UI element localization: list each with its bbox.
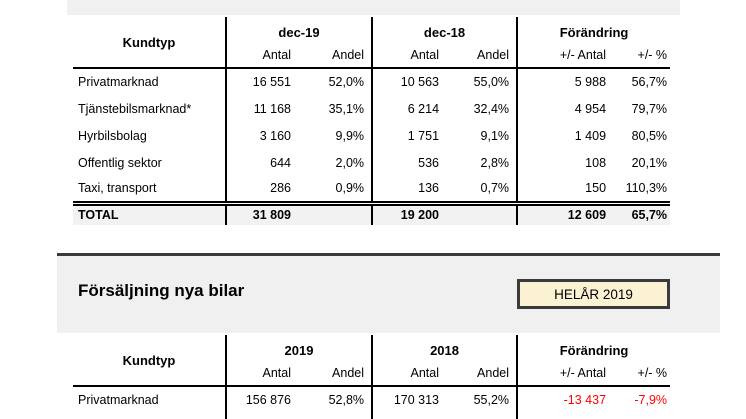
change-pct-value: 20,1% bbox=[631, 155, 668, 170]
antal-previous-value: 170 313 bbox=[371, 386, 447, 413]
andel-previous-value: 0,7% bbox=[480, 181, 510, 196]
sub-header-row: Antal Andel Antal Andel +/- Antal +/- % bbox=[73, 361, 671, 387]
total-change-antal: 12 609 bbox=[516, 200, 614, 225]
andel-previous-value: 9,1% bbox=[480, 128, 510, 143]
total-andel-current bbox=[298, 200, 373, 225]
change-pct-subheader: +/- % bbox=[613, 43, 671, 69]
kundtyp-header: Kundtyp bbox=[73, 17, 226, 69]
yearly-sales-table: Kundtyp 2019 2018 Förändring Antal Andel… bbox=[73, 335, 671, 419]
andel-previous-value: 55,2% bbox=[473, 393, 510, 407]
antal-previous-value: 136 bbox=[371, 176, 447, 203]
table-row: Taxi, transport 286 0,9% 136 0,7% 150 11… bbox=[73, 176, 670, 203]
sub-header-row: Antal Andel Antal Andel +/- Antal +/- % bbox=[73, 43, 671, 69]
change-antal-subheader: +/- Antal bbox=[516, 43, 614, 69]
change-pct-value: 80,5% bbox=[631, 128, 668, 143]
andel-subheader: Andel bbox=[446, 43, 518, 69]
period-previous-header: dec-18 bbox=[371, 17, 518, 43]
change-pct-value: 79,7% bbox=[631, 101, 668, 116]
monthly-sales-table: Kundtyp dec-19 dec-18 Förändring Antal A… bbox=[73, 17, 671, 225]
antal-current-value: 286 bbox=[225, 176, 298, 203]
change-header: Förändring bbox=[516, 17, 671, 43]
change-pct-value: -7,9% bbox=[634, 393, 668, 407]
antal-subheader: Antal bbox=[225, 361, 298, 387]
antal-previous-value: 1 751 bbox=[371, 122, 447, 149]
antal-subheader: Antal bbox=[225, 43, 298, 69]
andel-previous-value: 32,4% bbox=[473, 101, 510, 116]
row-label: Privatmarknad bbox=[78, 75, 159, 89]
table-row: Privatmarknad 156 876 52,8% 170 313 55,2… bbox=[73, 386, 670, 413]
kundtyp-header: Kundtyp bbox=[73, 335, 226, 387]
change-header: Förändring bbox=[516, 335, 671, 361]
andel-current-value: 9,9% bbox=[335, 128, 365, 143]
total-antal-current: 31 809 bbox=[225, 200, 298, 225]
andel-subheader: Andel bbox=[298, 361, 373, 387]
change-antal-value: 4 954 bbox=[516, 95, 614, 122]
antal-previous-value: 536 bbox=[371, 149, 447, 176]
table-row: Offentlig sektor 644 2,0% 536 2,8% 108 2… bbox=[73, 149, 670, 176]
total-label: TOTAL bbox=[73, 200, 226, 225]
row-label: Taxi, transport bbox=[78, 181, 157, 196]
change-pct-value: 56,7% bbox=[631, 75, 668, 89]
table-row: Hyrbilsbolag 3 160 9,9% 1 751 9,1% 1 409… bbox=[73, 122, 670, 149]
yearly-section-panel: Försäljning nya bilar HELÅR 2019 bbox=[57, 253, 720, 333]
total-andel-previous bbox=[446, 200, 518, 225]
change-antal-value: 5 988 bbox=[516, 68, 614, 95]
antal-current-value: 16 551 bbox=[225, 68, 298, 95]
change-antal-value: 1 409 bbox=[516, 122, 614, 149]
antal-current-value: 156 876 bbox=[225, 386, 298, 413]
andel-subheader: Andel bbox=[298, 43, 373, 69]
andel-current-value: 2,0% bbox=[335, 155, 365, 170]
antal-current-value: 644 bbox=[225, 149, 298, 176]
period-badge[interactable]: HELÅR 2019 bbox=[517, 279, 670, 309]
table-row: Tjänstebilsmarknad* 11 168 35,1% 6 214 3… bbox=[73, 95, 670, 122]
row-label: Tjänstebilsmarknad* bbox=[78, 101, 192, 116]
antal-previous-value: 6 214 bbox=[371, 95, 447, 122]
antal-subheader: Antal bbox=[371, 43, 447, 69]
andel-current-value: 52,0% bbox=[328, 75, 365, 89]
change-antal-value: -13 437 bbox=[516, 386, 614, 413]
change-antal-value: 150 bbox=[516, 176, 614, 203]
andel-current-value: 0,9% bbox=[335, 181, 365, 196]
andel-previous-value: 55,0% bbox=[473, 75, 510, 89]
cropped-section-band bbox=[67, 0, 680, 15]
total-row: TOTAL 31 809 19 200 12 609 65,7% bbox=[73, 200, 671, 225]
row-label: Offentlig sektor bbox=[78, 155, 162, 170]
antal-previous-value: 10 563 bbox=[371, 68, 447, 95]
antal-subheader: Antal bbox=[371, 361, 447, 387]
period-previous-header: 2018 bbox=[371, 335, 518, 361]
group-header-row: Kundtyp 2019 2018 Förändring bbox=[73, 335, 671, 387]
change-antal-subheader: +/- Antal bbox=[516, 361, 614, 387]
antal-current-value: 3 160 bbox=[225, 122, 298, 149]
total-change-pct: 65,7% bbox=[613, 200, 671, 225]
row-label: Privatmarknad bbox=[78, 393, 159, 407]
antal-current-value: 11 168 bbox=[225, 95, 298, 122]
period-current-header: 2019 bbox=[224, 335, 373, 361]
change-pct-value: 110,3% bbox=[625, 181, 668, 196]
andel-current-value: 52,8% bbox=[328, 393, 365, 407]
andel-previous-value: 2,8% bbox=[480, 155, 510, 170]
row-label: Hyrbilsbolag bbox=[78, 128, 147, 143]
table-row: Privatmarknad 16 551 52,0% 10 563 55,0% … bbox=[73, 68, 670, 95]
period-current-header: dec-19 bbox=[224, 17, 373, 43]
table-edge-stub bbox=[73, 413, 670, 419]
change-pct-subheader: +/- % bbox=[613, 361, 671, 387]
group-header-row: Kundtyp dec-19 dec-18 Förändring bbox=[73, 17, 671, 69]
andel-subheader: Andel bbox=[446, 361, 518, 387]
section-title: Försäljning nya bilar bbox=[78, 281, 245, 300]
andel-current-value: 35,1% bbox=[328, 101, 365, 116]
total-antal-previous: 19 200 bbox=[371, 200, 447, 225]
change-antal-value: 108 bbox=[516, 149, 614, 176]
